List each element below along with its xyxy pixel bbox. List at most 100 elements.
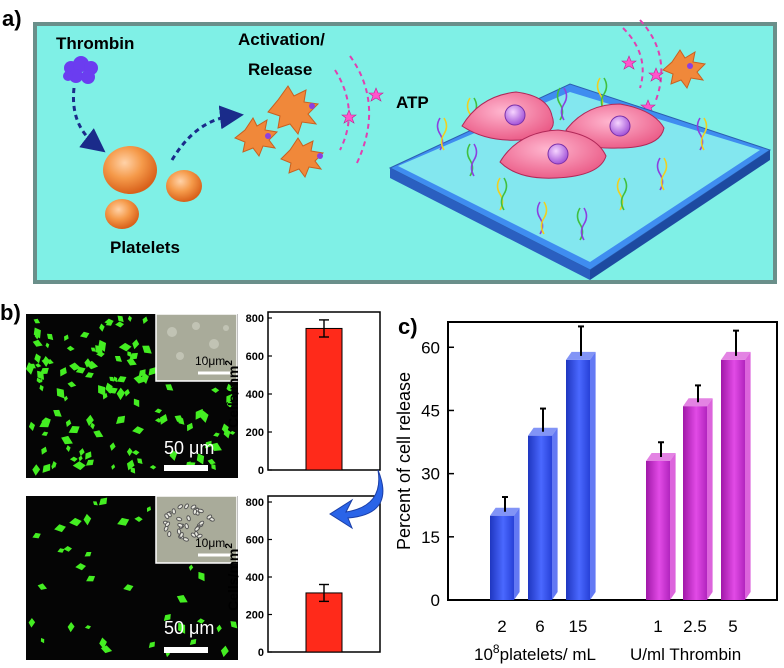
bar-side <box>514 507 520 600</box>
green-cell <box>227 400 233 409</box>
bar <box>490 515 514 600</box>
y-tick-label: 400 <box>246 572 264 584</box>
green-cell <box>109 376 115 382</box>
green-cell <box>210 442 222 451</box>
green-cell <box>67 381 77 388</box>
thrombin-label: Thrombin <box>56 34 135 53</box>
green-cell <box>86 414 94 427</box>
cell-density-chart-top: 0 200 400 600 800 Cells/mm2 <box>224 311 381 477</box>
green-cell <box>84 358 91 368</box>
green-cell <box>96 351 105 358</box>
main-bottom-scale-label: 50 μm <box>164 618 215 638</box>
green-cell <box>133 374 147 384</box>
green-cell <box>33 327 41 339</box>
green-cell <box>226 383 233 393</box>
green-cell <box>53 409 62 417</box>
green-cell <box>148 367 156 376</box>
green-cell <box>69 456 78 462</box>
green-cell <box>41 446 48 455</box>
activation-label: Activation/ <box>238 30 325 49</box>
green-cell <box>216 624 222 633</box>
inset-platelet <box>177 523 184 528</box>
green-cell <box>34 353 41 364</box>
green-cell <box>65 419 72 428</box>
inset-platelet <box>184 523 189 530</box>
green-cell <box>154 417 163 423</box>
green-cell <box>79 448 85 457</box>
inset-platelet <box>186 515 191 522</box>
inset-platelet <box>171 508 176 515</box>
x-tick-label: 5 <box>728 617 737 636</box>
green-cell <box>111 464 116 470</box>
aptamer-strands <box>436 77 708 241</box>
green-cell <box>63 546 73 552</box>
y-tick-label: 800 <box>246 313 264 325</box>
resting-platelets <box>103 146 202 229</box>
bar-side <box>670 453 676 600</box>
green-cell <box>93 430 104 438</box>
bar <box>305 592 343 653</box>
inset-platelet <box>179 532 184 538</box>
green-cell <box>66 345 75 352</box>
platelet-granules <box>265 63 693 159</box>
green-cell <box>63 395 68 402</box>
green-cell <box>127 315 132 322</box>
green-cell <box>32 339 43 347</box>
green-cell <box>69 517 82 527</box>
green-cell <box>79 331 90 338</box>
green-cell <box>32 464 41 476</box>
green-cell <box>196 618 205 624</box>
green-cell <box>204 440 212 449</box>
green-cell <box>141 372 149 384</box>
y-tick-label: 15 <box>421 528 440 547</box>
y-tick-label: 45 <box>421 401 440 420</box>
green-cell <box>66 445 71 452</box>
bar-side <box>707 398 713 600</box>
inset-platelet <box>196 533 203 539</box>
green-cell <box>39 384 44 392</box>
green-cell <box>132 339 140 350</box>
green-cell <box>99 637 107 650</box>
green-cell <box>41 431 49 436</box>
green-cell <box>195 408 204 420</box>
chart-frame <box>447 321 778 601</box>
y-axis-label: Percent of cell release <box>394 372 414 550</box>
inset-platelet <box>167 530 172 538</box>
green-cell <box>25 362 35 375</box>
green-cell <box>60 367 67 377</box>
green-cell <box>86 575 96 582</box>
green-cell <box>47 333 54 341</box>
green-cell <box>116 415 126 424</box>
green-cell <box>117 315 124 323</box>
panel-c-label: c) <box>398 314 418 339</box>
green-cell <box>211 463 216 470</box>
green-cell <box>68 426 80 434</box>
green-cell <box>33 318 41 324</box>
inset-platelet <box>164 513 170 520</box>
green-cell <box>114 355 122 362</box>
inset-platelet <box>176 516 183 522</box>
green-cell <box>198 571 205 582</box>
green-cell <box>98 497 108 506</box>
green-cell <box>67 622 75 633</box>
x-tick-label: 1 <box>653 617 662 636</box>
thrombin-icon <box>63 56 98 84</box>
green-cell <box>188 564 194 571</box>
green-cell <box>223 428 231 439</box>
cell-nuclei <box>504 104 631 165</box>
green-cell <box>113 376 118 383</box>
green-cell <box>176 594 188 603</box>
bar <box>646 461 670 600</box>
green-cell <box>137 458 143 465</box>
green-cell <box>85 372 94 378</box>
inset-platelet <box>198 520 205 526</box>
atp-label: ATP <box>396 93 429 112</box>
green-cell <box>169 449 178 461</box>
green-cell <box>95 345 103 355</box>
green-cell <box>124 388 130 397</box>
inset-platelet <box>177 504 184 510</box>
green-cell <box>69 362 81 371</box>
y-axis-label: Cells/mm2 <box>224 360 241 428</box>
inset-platelet <box>164 521 171 528</box>
